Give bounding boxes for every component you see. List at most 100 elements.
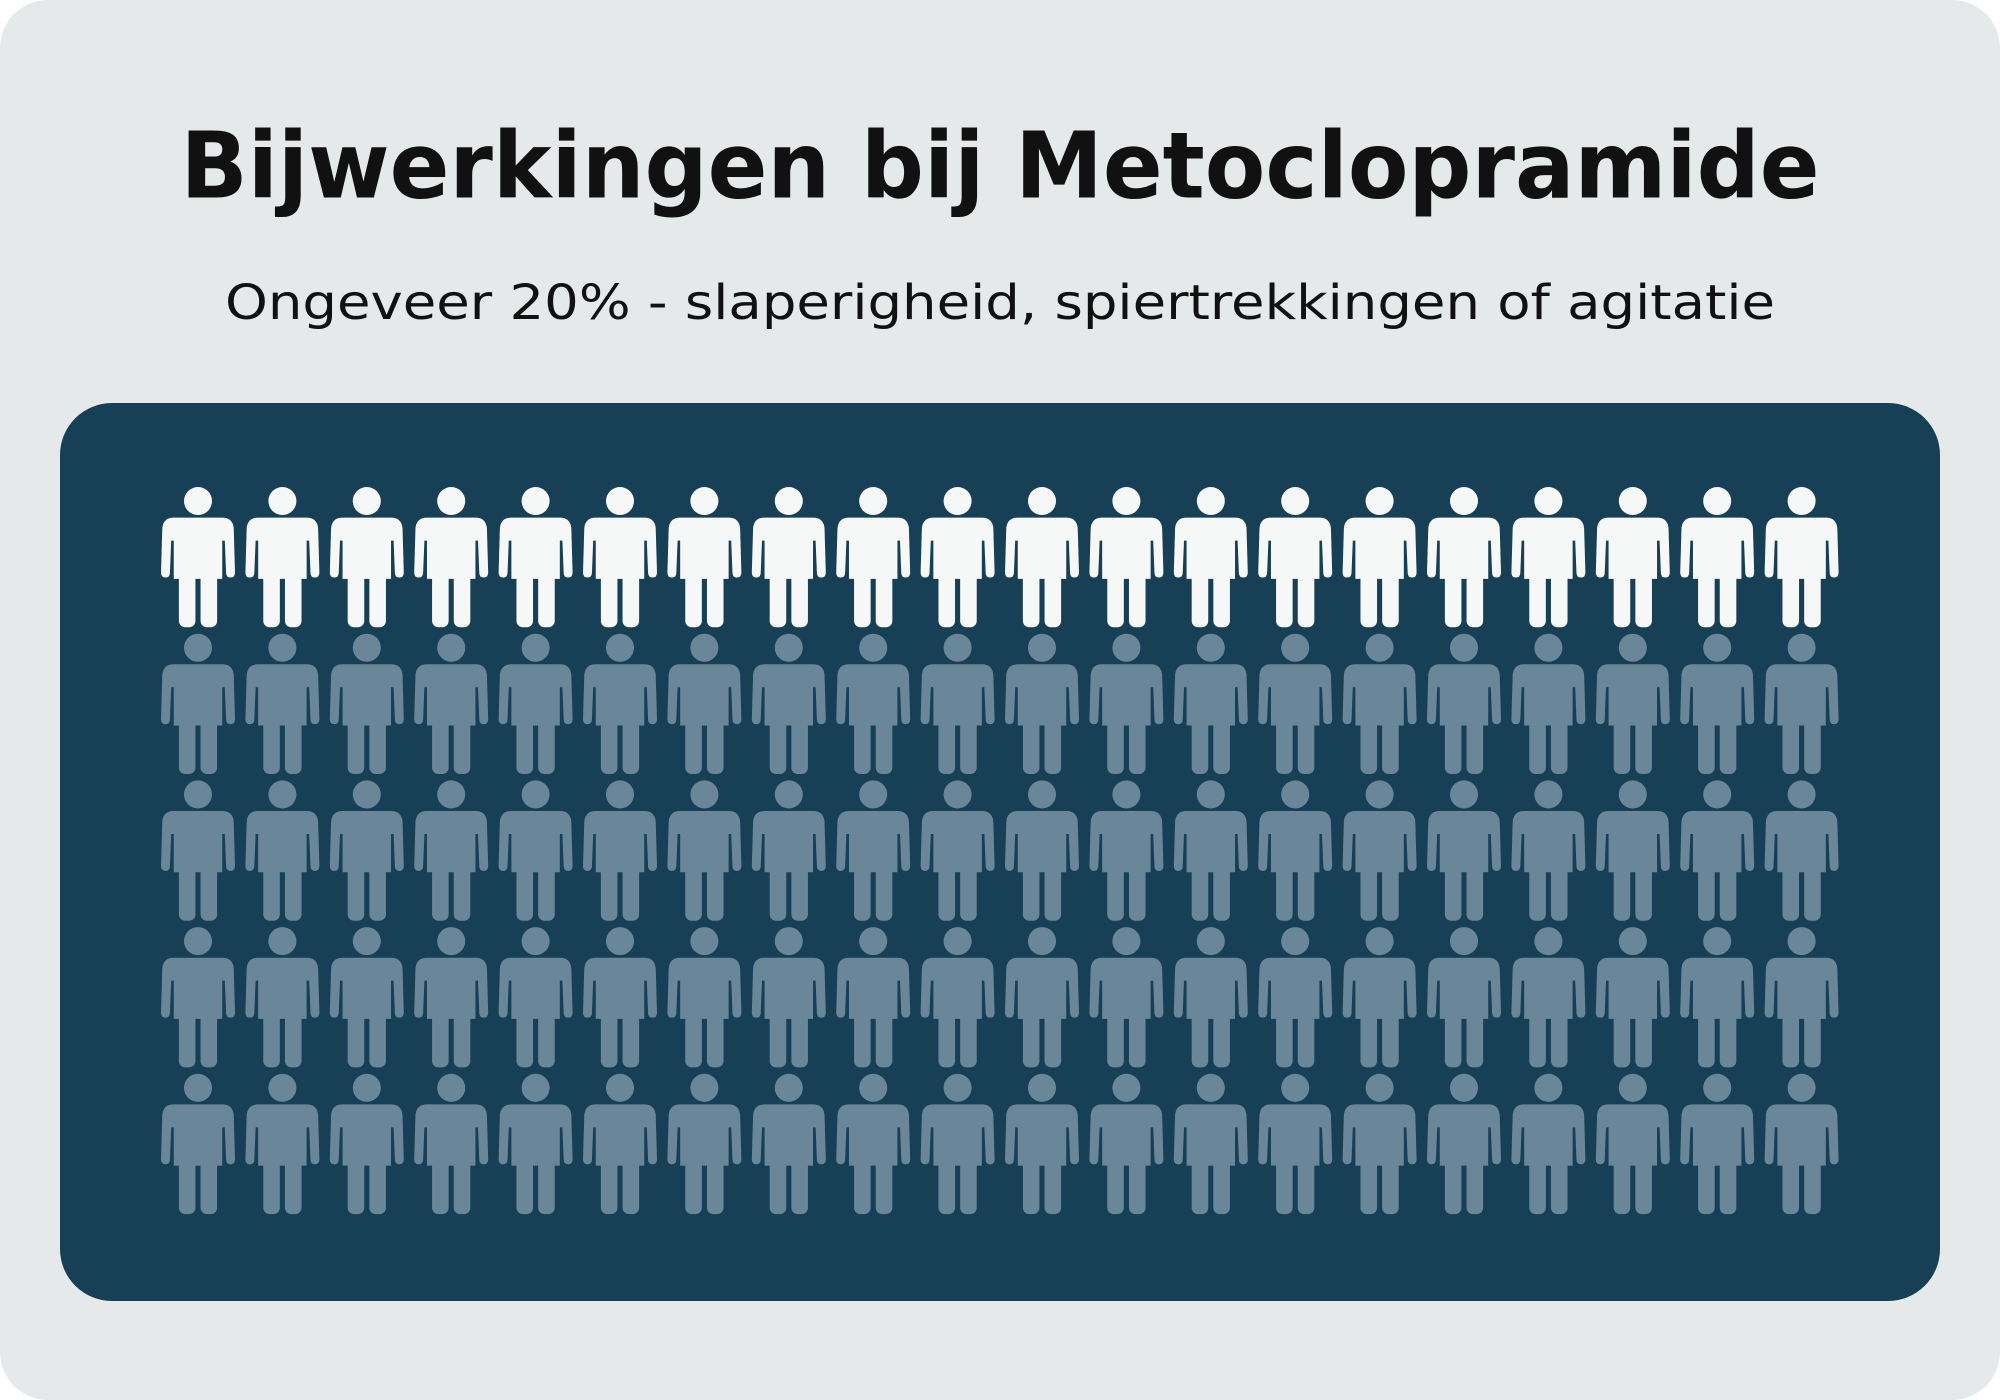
person-icon xyxy=(1595,927,1670,1068)
person-icon xyxy=(1005,780,1079,921)
icon-leg xyxy=(200,710,218,775)
person-icon xyxy=(583,487,657,628)
icon-leg xyxy=(1128,1150,1146,1215)
icon-leg xyxy=(1213,710,1230,775)
icon-body xyxy=(245,1104,320,1166)
icon-head xyxy=(183,633,213,662)
icon-leg xyxy=(769,710,787,775)
person-icon xyxy=(1427,780,1501,921)
person-icon xyxy=(245,927,320,1068)
icon-head xyxy=(1112,487,1141,516)
icon-head xyxy=(690,927,719,956)
icon-body xyxy=(1427,811,1501,873)
icon-leg xyxy=(769,563,787,628)
icon-leg xyxy=(706,563,724,628)
person-icon xyxy=(161,1073,235,1215)
icon-leg xyxy=(516,710,534,775)
icon-leg xyxy=(938,856,956,921)
person-icon xyxy=(161,927,235,1068)
person-icon xyxy=(1427,1073,1501,1215)
icon-leg xyxy=(1698,1150,1715,1215)
icon-leg xyxy=(685,710,702,775)
icon-head xyxy=(1534,1073,1563,1102)
icon-leg xyxy=(1635,563,1652,628)
icon-body xyxy=(920,1104,995,1166)
icon-head xyxy=(690,633,719,662)
icon-body xyxy=(1342,811,1417,873)
icon-leg xyxy=(854,1003,871,1068)
icon-leg xyxy=(1360,1150,1378,1215)
person-icon xyxy=(667,633,742,775)
icon-leg xyxy=(622,856,640,921)
person-icon xyxy=(1680,633,1755,775)
icon-head xyxy=(1196,780,1225,809)
icon-leg xyxy=(347,710,365,775)
chart-subtitle: Ongeveer 20% - slaperigheid, spiertrekki… xyxy=(225,275,1775,331)
icon-head xyxy=(1618,780,1647,809)
icon-leg xyxy=(1550,563,1568,628)
icon-leg xyxy=(200,1003,218,1068)
icon-leg xyxy=(685,1150,702,1215)
icon-leg xyxy=(685,1003,702,1068)
person-icon xyxy=(414,927,489,1068)
icon-leg xyxy=(1191,1150,1209,1215)
icon-body xyxy=(1005,664,1079,726)
icon-body xyxy=(1764,957,1839,1019)
icon-leg xyxy=(600,563,618,628)
person-icon xyxy=(161,780,235,921)
person-icon xyxy=(1089,780,1164,921)
icon-leg xyxy=(854,1150,871,1215)
icon-leg xyxy=(1444,563,1462,628)
icon-body xyxy=(751,957,826,1019)
icon-leg xyxy=(178,856,196,921)
icon-body xyxy=(1173,517,1248,579)
person-icon xyxy=(1005,633,1079,775)
icon-body xyxy=(1173,664,1248,726)
person-icon xyxy=(498,487,573,628)
icon-head xyxy=(1365,927,1394,956)
icon-leg xyxy=(369,563,386,628)
icon-body xyxy=(245,664,320,726)
icon-body xyxy=(1342,664,1417,726)
icon-leg xyxy=(1382,856,1399,921)
icon-leg xyxy=(1044,563,1062,628)
icon-head xyxy=(943,780,972,809)
icon-leg xyxy=(1782,710,1800,775)
icon-leg xyxy=(516,856,534,921)
icon-leg xyxy=(200,1150,218,1215)
icon-leg xyxy=(938,1150,956,1215)
icon-leg xyxy=(432,1150,449,1215)
icon-head xyxy=(183,927,213,956)
icon-body xyxy=(1005,1104,1079,1166)
icon-leg xyxy=(1128,856,1146,921)
icon-head xyxy=(943,927,972,956)
person-icon xyxy=(1427,927,1501,1068)
icon-body xyxy=(1764,811,1839,873)
icon-head xyxy=(268,780,297,809)
icon-leg xyxy=(1382,1150,1399,1215)
icon-leg xyxy=(263,563,280,628)
icon-body xyxy=(1258,1104,1333,1166)
icon-leg xyxy=(1613,1150,1631,1215)
icon-head xyxy=(1703,1073,1732,1102)
person-icon xyxy=(836,780,911,921)
person-icon xyxy=(836,487,911,628)
icon-leg xyxy=(622,1150,640,1215)
icon-body xyxy=(1258,517,1333,579)
person-icon xyxy=(1595,487,1670,628)
icon-leg xyxy=(1466,710,1484,775)
icon-body xyxy=(1680,1104,1755,1166)
icon-leg xyxy=(1382,1003,1399,1068)
icon-leg xyxy=(284,1003,302,1068)
icon-leg xyxy=(453,856,471,921)
icon-head xyxy=(1703,487,1732,516)
icon-body xyxy=(1511,811,1586,873)
icon-head xyxy=(1365,487,1394,516)
icon-leg xyxy=(1297,1150,1315,1215)
icon-body xyxy=(329,1104,404,1166)
icon-head xyxy=(605,633,635,662)
icon-leg xyxy=(516,1003,534,1068)
icon-body xyxy=(583,811,657,873)
person-icon xyxy=(1680,1073,1755,1215)
icon-leg xyxy=(769,1003,787,1068)
